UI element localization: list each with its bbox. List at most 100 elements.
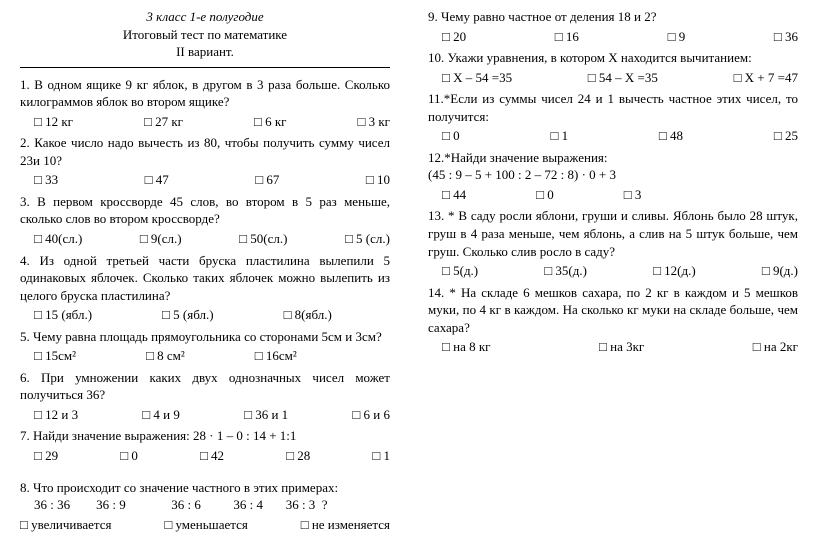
- q11-opt2: 1: [550, 127, 568, 145]
- q9-options: 20 16 9 36: [428, 28, 798, 46]
- q8-row: 36 : 36 36 : 9 36 : 6 36 : 4 36 : 3 ?: [20, 496, 390, 514]
- q14-opt2: на 3кг: [599, 338, 644, 356]
- q7-opt4: 28: [286, 447, 310, 465]
- q5-opt3: 16см²: [255, 347, 297, 365]
- question-3: 3. В первом кроссворде 45 слов, во второ…: [20, 193, 390, 248]
- header: 3 класс 1-е полугодие Итоговый тест по м…: [20, 8, 390, 61]
- q12-opt3: 3: [624, 186, 642, 204]
- header-line3: II вариант.: [20, 43, 390, 61]
- q14-opt3: на 2кг: [753, 338, 798, 356]
- q14-options: на 8 кг на 3кг на 2кг: [428, 338, 798, 356]
- q2-text: 2. Какое число надо вычесть из 80, чтобы…: [20, 134, 390, 169]
- left-column: 3 класс 1-е полугодие Итоговый тест по м…: [0, 0, 408, 549]
- q13-opt2: 35(д.): [544, 262, 587, 280]
- q4-opt2: 5 (ябл.): [162, 306, 214, 324]
- q2-options: 33 47 67 10: [20, 171, 390, 189]
- q8-text: 8. Что происходит со значение частного в…: [20, 479, 390, 497]
- question-8: 8. Что происходит со значение частного в…: [20, 479, 390, 534]
- q4-opt1: 15 (ябл.): [34, 306, 92, 324]
- q6-opt4: 6 и 6: [352, 406, 390, 424]
- question-6: 6. При умножении каких двух однозначных …: [20, 369, 390, 424]
- q5-opt2: 8 см²: [146, 347, 185, 365]
- q11-opt1: 0: [442, 127, 460, 145]
- question-5: 5. Чему равна площадь прямоугольника со …: [20, 328, 390, 365]
- question-4: 4. Из одной третьей части бруска пластил…: [20, 252, 390, 324]
- q9-opt1: 20: [442, 28, 466, 46]
- q12-expr: (45 : 9 – 5 + 100 : 2 – 72 : 8) · 0 + 3: [428, 166, 798, 184]
- q1-text: 1. В одном ящике 9 кг яблок, в другом в …: [20, 76, 390, 111]
- q6-opt3: 36 и 1: [244, 406, 288, 424]
- question-12: 12.*Найди значение выражения: (45 : 9 – …: [428, 149, 798, 204]
- q2-opt4: 10: [366, 171, 390, 189]
- question-11: 11.*Если из суммы чисел 24 и 1 вычесть ч…: [428, 90, 798, 145]
- q4-options: 15 (ябл.) 5 (ябл.) 8(ябл.): [20, 306, 390, 324]
- q3-options: 40(сл.) 9(сл.) 50(сл.) 5 (сл.): [20, 230, 390, 248]
- q12-opt2: 0: [536, 186, 554, 204]
- question-2: 2. Какое число надо вычесть из 80, чтобы…: [20, 134, 390, 189]
- q2-opt1: 33: [34, 171, 58, 189]
- q6-options: 12 и 3 4 и 9 36 и 1 6 и 6: [20, 406, 390, 424]
- q7-opt3: 42: [200, 447, 224, 465]
- q13-opt4: 9(д.): [762, 262, 798, 280]
- q13-opt3: 12(д.): [653, 262, 696, 280]
- q12-text: 12.*Найди значение выражения:: [428, 149, 798, 167]
- q14-opt1: на 8 кг: [442, 338, 490, 356]
- q3-opt2: 9(сл.): [140, 230, 182, 248]
- q6-text: 6. При умножении каких двух однозначных …: [20, 369, 390, 404]
- q1-options: 12 кг 27 кг 6 кг 3 кг: [20, 113, 390, 131]
- q8-options: увеличивается уменьшается не изменяется: [20, 516, 390, 534]
- q2-opt2: 47: [145, 171, 169, 189]
- q10-text: 10. Укажи уравнения, в котором Х находит…: [428, 49, 798, 67]
- q3-opt3: 50(сл.): [239, 230, 287, 248]
- q1-opt1: 12 кг: [34, 113, 73, 131]
- question-13: 13. * В саду росли яблони, груши и сливы…: [428, 207, 798, 279]
- q8-opt2: уменьшается: [164, 516, 247, 534]
- q8-opt3: не изменяется: [301, 516, 390, 534]
- q5-text: 5. Чему равна площадь прямоугольника со …: [20, 328, 390, 346]
- q9-opt3: 9: [668, 28, 686, 46]
- q11-text: 11.*Если из суммы чисел 24 и 1 вычесть ч…: [428, 90, 798, 125]
- q13-text: 13. * В саду росли яблони, груши и сливы…: [428, 207, 798, 260]
- q10-opt1: Х – 54 =35: [442, 69, 512, 87]
- q10-options: Х – 54 =35 54 – Х =35 Х + 7 =47: [428, 69, 798, 87]
- q3-opt1: 40(сл.): [34, 230, 82, 248]
- question-9: 9. Чему равно частное от деления 18 и 2?…: [428, 8, 798, 45]
- q7-options: 29 0 42 28 1: [20, 447, 390, 465]
- q11-opt3: 48: [659, 127, 683, 145]
- q11-options: 0 1 48 25: [428, 127, 798, 145]
- q1-opt2: 27 кг: [144, 113, 183, 131]
- q11-opt4: 25: [774, 127, 798, 145]
- q7-opt2: 0: [120, 447, 138, 465]
- q1-opt4: 3 кг: [357, 113, 390, 131]
- q13-options: 5(д.) 35(д.) 12(д.) 9(д.): [428, 262, 798, 280]
- q10-opt3: Х + 7 =47: [734, 69, 798, 87]
- q4-opt3: 8(ябл.): [284, 306, 332, 324]
- question-7: 7. Найди значение выражения: 28 · 1 – 0 …: [20, 427, 390, 464]
- q7-opt1: 29: [34, 447, 58, 465]
- q12-options: 44 0 3: [428, 186, 798, 204]
- q4-text: 4. Из одной третьей части бруска пластил…: [20, 252, 390, 305]
- q8-opt1: увеличивается: [20, 516, 111, 534]
- q9-opt4: 36: [774, 28, 798, 46]
- q5-opt1: 15см²: [34, 347, 76, 365]
- q1-opt3: 6 кг: [254, 113, 287, 131]
- q14-text: 14. * На складе 6 мешков сахара, по 2 кг…: [428, 284, 798, 337]
- q6-opt1: 12 и 3: [34, 406, 78, 424]
- question-1: 1. В одном ящике 9 кг яблок, в другом в …: [20, 76, 390, 131]
- q9-text: 9. Чему равно частное от деления 18 и 2?: [428, 8, 798, 26]
- q9-opt2: 16: [555, 28, 579, 46]
- q3-opt4: 5 (сл.): [345, 230, 390, 248]
- q13-opt1: 5(д.): [442, 262, 478, 280]
- q5-options: 15см² 8 см² 16см²: [20, 347, 390, 365]
- right-column: 9. Чему равно частное от деления 18 и 2?…: [408, 0, 816, 549]
- q12-opt1: 44: [442, 186, 466, 204]
- divider: [20, 67, 390, 68]
- question-14: 14. * На складе 6 мешков сахара, по 2 кг…: [428, 284, 798, 356]
- question-10: 10. Укажи уравнения, в котором Х находит…: [428, 49, 798, 86]
- q2-opt3: 67: [255, 171, 279, 189]
- header-line1: 3 класс 1-е полугодие: [20, 8, 390, 26]
- q6-opt2: 4 и 9: [142, 406, 180, 424]
- q7-text: 7. Найди значение выражения: 28 · 1 – 0 …: [20, 427, 390, 445]
- header-line2: Итоговый тест по математике: [20, 26, 390, 44]
- q10-opt2: 54 – Х =35: [588, 69, 658, 87]
